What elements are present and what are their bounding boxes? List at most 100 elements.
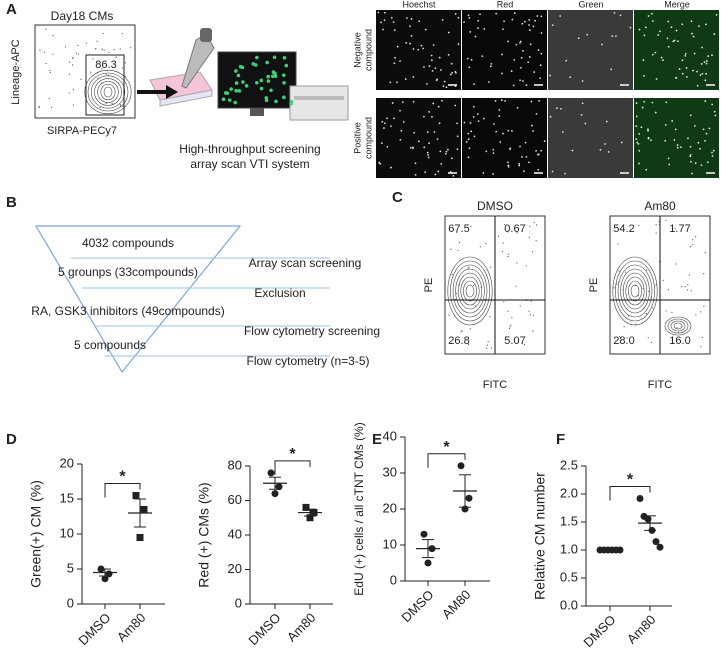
event-dot <box>75 52 77 54</box>
nucleus <box>681 59 684 62</box>
nucleus <box>657 34 660 36</box>
nucleus <box>410 34 413 37</box>
event-dot <box>122 105 124 107</box>
contour <box>97 81 119 103</box>
nucleus <box>518 163 521 165</box>
step-label: Exclusion <box>254 286 305 300</box>
x-axis-label: SIRPA-PECy7 <box>47 125 117 137</box>
nucleus <box>601 43 603 46</box>
panel-label: A <box>6 1 17 18</box>
contour <box>667 318 689 334</box>
nucleus <box>711 155 714 157</box>
nucleus <box>687 137 689 140</box>
event-dot <box>613 287 615 289</box>
nucleus <box>525 84 528 87</box>
contour <box>94 78 122 106</box>
nucleus <box>454 13 457 15</box>
nucleus <box>704 100 707 102</box>
event-dot <box>618 336 621 338</box>
nucleus <box>495 12 498 15</box>
nucleus <box>432 44 435 46</box>
y-tick-label: 15 <box>60 490 74 505</box>
nucleus <box>681 23 684 26</box>
nucleus <box>438 122 441 125</box>
nucleus <box>430 54 433 57</box>
event-dot <box>700 346 702 348</box>
event-dot <box>650 341 653 343</box>
nucleus <box>605 120 608 123</box>
nucleus <box>699 147 702 150</box>
nucleus <box>394 56 396 59</box>
nucleus <box>636 141 639 144</box>
cell <box>284 63 289 68</box>
nucleus <box>424 28 427 31</box>
nucleus <box>690 20 693 23</box>
event-dot <box>508 253 510 255</box>
nucleus <box>701 46 703 49</box>
nucleus <box>638 149 641 152</box>
micrograph <box>462 98 547 178</box>
micrograph <box>462 10 547 90</box>
flow-title: Day18 CMs <box>51 9 114 23</box>
step-label: Array scan screening <box>249 256 362 270</box>
contour <box>465 284 475 298</box>
nucleus <box>400 129 403 132</box>
nucleus <box>474 35 477 38</box>
quadrant-value: 5.07 <box>504 335 525 347</box>
nucleus <box>519 145 521 148</box>
nucleus <box>507 129 510 132</box>
event-dot <box>671 311 673 313</box>
nucleus <box>479 13 481 16</box>
nucleus <box>654 111 657 114</box>
nucleus <box>477 19 480 22</box>
nucleus <box>512 84 515 87</box>
nucleus <box>518 164 521 167</box>
event-dot <box>647 290 650 293</box>
event-dot <box>52 53 54 55</box>
nucleus <box>456 122 458 125</box>
event-dot <box>72 104 75 106</box>
nucleus <box>504 100 507 102</box>
nucleus <box>443 80 446 83</box>
gate <box>85 54 125 116</box>
nucleus <box>689 155 692 158</box>
event-dot <box>535 224 538 226</box>
nucleus <box>470 58 473 61</box>
event-dot <box>680 285 683 288</box>
significance-bracket <box>104 483 141 498</box>
nucleus <box>694 162 697 165</box>
contour <box>463 280 477 302</box>
cell <box>229 87 233 91</box>
nucleus <box>678 68 681 70</box>
nucleus <box>445 86 448 89</box>
event-dot <box>690 246 692 248</box>
nucleus <box>519 40 522 43</box>
nucleus <box>399 60 401 63</box>
nucleus <box>534 19 536 22</box>
contour <box>450 260 490 322</box>
event-dot <box>530 300 532 302</box>
nucleus <box>450 62 453 65</box>
event-dot <box>703 273 705 275</box>
significance-label: * <box>443 439 450 456</box>
x-tick-label: DMSO <box>245 610 283 648</box>
nucleus <box>481 55 484 58</box>
y-axis-label: Red (+) CMs (%) <box>196 482 212 587</box>
event-dot <box>647 337 649 339</box>
panel-label: C <box>392 189 403 206</box>
nucleus <box>507 165 510 168</box>
nucleus <box>519 79 522 82</box>
cell <box>236 73 241 78</box>
event-dot <box>68 92 70 94</box>
data-point <box>420 530 428 538</box>
x-tick-label: Am80 <box>284 610 319 645</box>
nucleus <box>540 15 543 18</box>
nucleus <box>473 83 476 85</box>
nucleus <box>440 69 442 71</box>
nucleus <box>476 113 479 115</box>
event-dot <box>103 49 105 51</box>
event-dot <box>71 64 74 66</box>
cell <box>270 74 275 79</box>
event-dot <box>677 331 680 333</box>
nucleus <box>642 59 645 62</box>
